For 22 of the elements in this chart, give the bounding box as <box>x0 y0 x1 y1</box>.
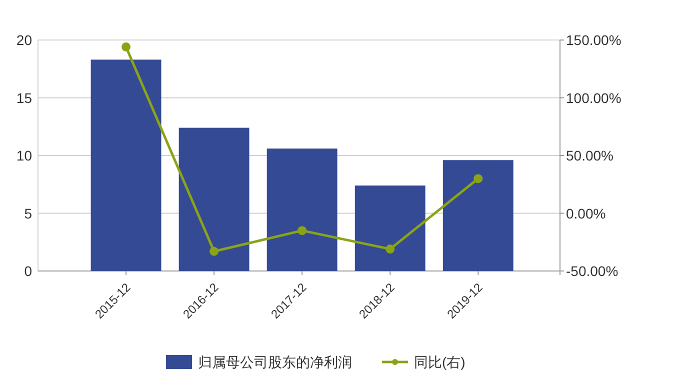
point <box>210 246 219 256</box>
point <box>298 226 307 236</box>
point <box>474 174 483 184</box>
bar <box>178 128 250 271</box>
bar <box>266 148 338 271</box>
point <box>386 244 395 254</box>
legend-label: 同比(右) <box>414 354 466 370</box>
y2-tick-label: -50.00% <box>566 263 618 279</box>
y2-tick-label: 100.00% <box>566 90 622 106</box>
y-tick-label: 15 <box>16 90 32 106</box>
y2-tick-label: 50.00% <box>566 148 614 164</box>
point <box>122 42 131 52</box>
bar <box>354 186 426 271</box>
y2-tick-label: 150.00% <box>566 32 622 48</box>
bar <box>90 60 162 271</box>
y-tick-label: 5 <box>24 205 32 222</box>
y-tick-label: 0 <box>24 263 32 279</box>
y-tick-label: 20 <box>16 32 32 48</box>
legend-label: 归属母公司股东的净利润 <box>198 354 352 370</box>
y-tick-label: 10 <box>16 148 32 164</box>
bar <box>442 160 514 271</box>
y2-tick-label: 0.00% <box>566 205 606 222</box>
